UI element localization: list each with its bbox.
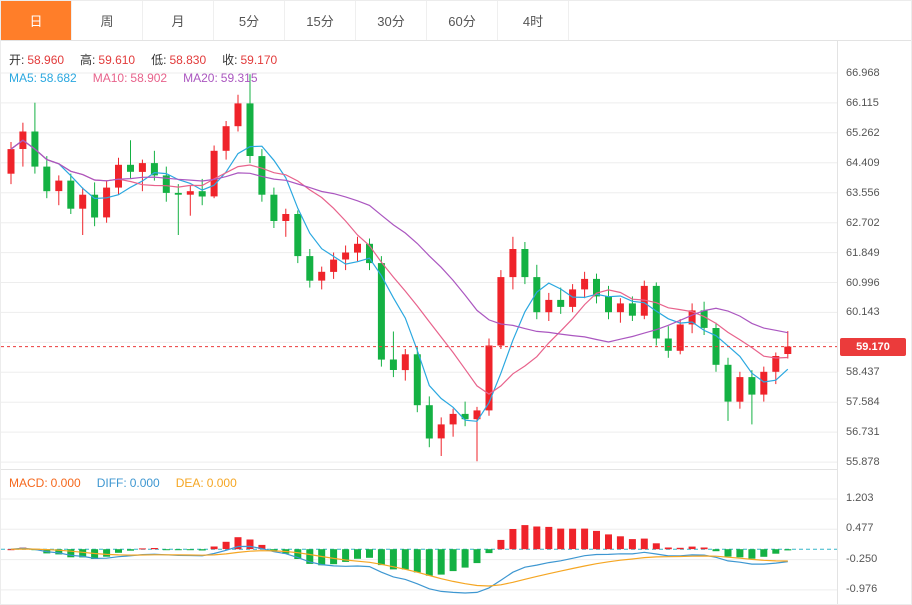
price-axis-tick: 66.115 [846, 96, 879, 109]
macd-svg [1, 498, 837, 594]
price-axis-tick: 62.702 [846, 216, 880, 229]
ma-row-item: MA5: 58.682 [9, 71, 77, 85]
macd-info: MACD: 0.000 DIFF: 0.000 DEA: 0.000 [9, 476, 237, 490]
ohlc-row-item: 高: 59.610 [80, 53, 136, 67]
candlestick-svg [1, 72, 837, 463]
tab-日[interactable]: 日 [1, 1, 72, 40]
price-axis-tick: 55.878 [846, 456, 880, 469]
macd-axis-tick: -0.976 [846, 582, 878, 595]
ma-row-item: MA10: 58.902 [92, 71, 168, 85]
tab-60分[interactable]: 60分 [427, 1, 498, 40]
tab-月[interactable]: 月 [143, 1, 214, 40]
macd-chart[interactable] [1, 469, 837, 604]
price-axis-tick: 60.996 [846, 276, 880, 289]
candlestick-chart[interactable] [1, 41, 837, 469]
price-axis-tick: 66.968 [846, 66, 880, 79]
timeframe-tabbar: 日周月 5分 15分 30分 60分 4时 [1, 1, 911, 41]
tab-周[interactable]: 周 [72, 1, 143, 40]
ohlc-row-item: 低: 58.830 [151, 53, 207, 67]
price-axis: 66.968 66.115 65.262 64.409 63.556 62.702 61.8… [838, 41, 911, 604]
axis-separator [837, 41, 838, 604]
ma-info: MA5: 58.682 MA10: 58.902 MA20: 59.315 [9, 71, 258, 85]
price-axis-tick: 57.584 [846, 396, 880, 409]
current-price-badge: 59.170 [840, 337, 906, 356]
ohlc-row-item: 收: 59.170 [222, 53, 278, 67]
ohlc-info: 开: 58.960 高: 59.610 低: 58.830 收: 59.170 [9, 51, 277, 68]
price-axis-tick: 56.731 [846, 426, 880, 439]
macd-axis-tick: 1.203 [846, 492, 874, 504]
tab-4时[interactable]: 4时 [498, 1, 569, 40]
price-axis-tick: 61.849 [846, 246, 880, 259]
tab-15分[interactable]: 15分 [285, 1, 356, 40]
macd-row-item: MACD: 0.000 [9, 476, 81, 490]
macd-row-item: DIFF: 0.000 [96, 476, 160, 490]
macd-axis-tick: 0.477 [846, 522, 874, 535]
price-axis-tick: 63.556 [846, 186, 880, 199]
price-axis-tick: 65.262 [846, 126, 880, 139]
price-axis-tick: 58.437 [846, 366, 880, 379]
price-axis-tick: 60.143 [846, 306, 880, 319]
tab-30分[interactable]: 30分 [356, 1, 427, 40]
macd-axis-tick: -0.250 [846, 552, 878, 565]
macd-row-item: DEA: 0.000 [175, 476, 237, 490]
ma-row-item: MA20: 59.315 [183, 71, 258, 85]
price-axis-tick: 64.409 [846, 156, 880, 169]
ohlc-row-item: 开: 58.960 [9, 53, 65, 67]
tab-5分[interactable]: 5分 [214, 1, 285, 40]
